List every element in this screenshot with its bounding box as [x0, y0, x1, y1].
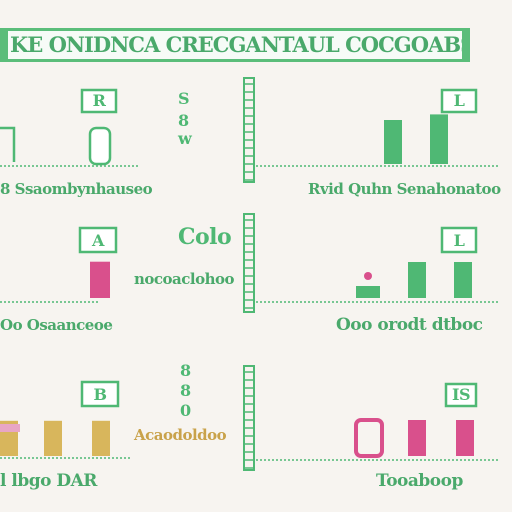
row2-left-side: Colo [178, 224, 231, 250]
row3-right-caption: Tooaboop [376, 471, 463, 491]
row1-right-bar-1 [430, 114, 448, 164]
row3-left-bar-1 [92, 420, 110, 456]
row2-left-bar-0 [90, 261, 110, 298]
row2-left-mid-caption: nocoaclohoo [134, 270, 235, 288]
row2-right-icon-frame [440, 226, 478, 254]
row1-left-bracket [0, 126, 16, 162]
row3-right-icon: IS [452, 385, 470, 404]
row2-right-bar-2 [454, 262, 472, 298]
row2-left-icon: A [91, 231, 105, 250]
row3-left-side-a: 8 [180, 361, 191, 380]
row3-left-side-c: 0 [180, 401, 191, 420]
ladder-column [243, 213, 255, 313]
row1-left-side-b: 8 [178, 111, 189, 130]
row3-left-icon: B [93, 385, 106, 404]
row1-right-icon-frame [440, 88, 478, 114]
row3-left-mid-caption: Acaodoldoo [133, 426, 227, 444]
row3-left-accent [0, 424, 20, 432]
row3-left-side-b: 8 [180, 381, 191, 400]
ladder-column [243, 365, 255, 471]
row1-right-bar-0 [384, 120, 402, 164]
row1-left-icon-frame [80, 88, 118, 114]
row1-right-caption: Rvid Quhn Senahonatoo [308, 180, 501, 198]
row3-right-bar-1 [408, 420, 426, 456]
row2-right-icon: L [454, 231, 465, 250]
row1-left-icon: R [93, 91, 107, 110]
row2-right-caption: Ooo orodt dtboc [336, 315, 483, 335]
row3-left-caption: l lbgo DAR [0, 471, 98, 491]
title-band: KE ONIDNCA CRECGANTAUL COCGOABS [0, 28, 470, 62]
row2-left-caption: Oo Osaanceoe [0, 316, 112, 334]
ladder-column [243, 77, 255, 183]
row3-right-icon-frame [444, 382, 478, 408]
row3-left-bar-0 [44, 420, 62, 456]
row1-left-side-a: S [178, 89, 189, 108]
row1-right-icon: L [454, 91, 465, 110]
row2-left-icon-frame [78, 226, 118, 254]
row3-right-bar-2 [456, 420, 474, 456]
row2-right-bar-1 [408, 262, 426, 298]
row3-right-bar-0 [354, 418, 384, 458]
row1-left-caption: 8 Ssaombynhauseo [0, 180, 153, 198]
row2-right-bar-0 [356, 286, 380, 298]
row2-right-dot [364, 272, 372, 280]
row1-left-pill [88, 126, 112, 166]
row3-left-icon-frame [80, 380, 120, 408]
page-title: KE ONIDNCA CRECGANTAUL COCGOABS [8, 31, 462, 59]
row1-left-side-c: w [177, 129, 193, 148]
